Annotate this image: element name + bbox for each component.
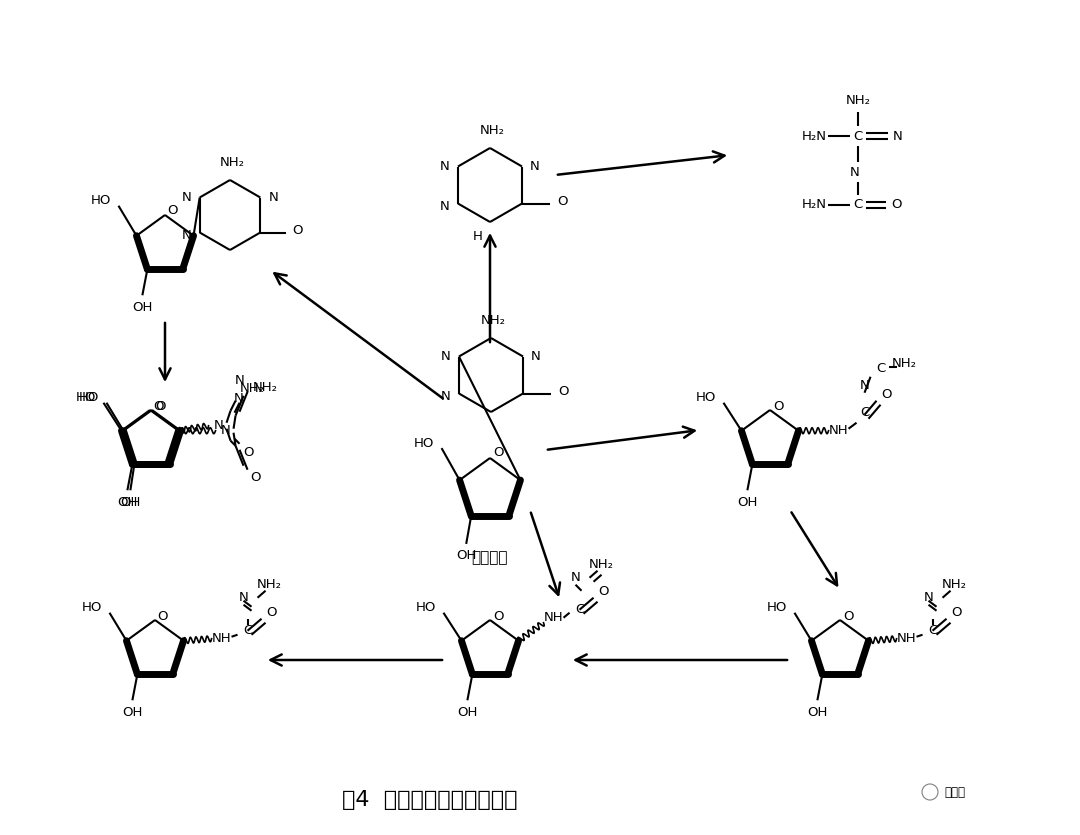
Text: OH: OH: [120, 496, 140, 509]
Text: OH: OH: [807, 706, 827, 719]
Text: OH: OH: [457, 706, 477, 719]
Text: O: O: [492, 610, 503, 623]
Text: O: O: [881, 388, 892, 402]
Text: HO: HO: [696, 392, 716, 404]
Text: N: N: [440, 200, 450, 213]
Text: N: N: [570, 571, 580, 584]
Text: H₂N: H₂N: [801, 199, 826, 211]
Text: NH₂: NH₂: [240, 382, 265, 395]
Text: C: C: [575, 603, 584, 616]
Text: O: O: [494, 447, 504, 459]
Text: HO: HO: [76, 392, 96, 404]
Text: N: N: [220, 424, 230, 438]
Text: OH: OH: [456, 549, 476, 563]
Text: O: O: [158, 610, 168, 623]
Text: O: O: [251, 471, 260, 484]
Text: N: N: [233, 392, 243, 405]
Text: NH₂: NH₂: [219, 156, 244, 170]
Text: NH: NH: [212, 632, 231, 645]
Text: O: O: [243, 446, 254, 459]
Text: O: O: [557, 385, 568, 398]
Text: O: O: [152, 399, 163, 412]
Text: C: C: [928, 625, 937, 637]
Text: OH: OH: [117, 496, 137, 509]
Text: NH₂: NH₂: [589, 559, 615, 571]
Text: O: O: [167, 205, 178, 217]
Text: N: N: [234, 374, 244, 387]
Text: 图4  地西他滨潜在降解杂质: 图4 地西他滨潜在降解杂质: [342, 790, 517, 810]
Text: C: C: [243, 625, 252, 637]
Text: NH₂: NH₂: [481, 315, 505, 327]
Text: 地西他滨: 地西他滨: [472, 550, 509, 565]
Text: N: N: [181, 229, 191, 242]
Text: NH₂: NH₂: [257, 578, 282, 591]
Text: HO: HO: [91, 195, 110, 207]
Text: HO: HO: [414, 437, 434, 449]
Text: O: O: [557, 195, 567, 208]
Text: N: N: [239, 591, 248, 605]
Text: HO: HO: [416, 601, 435, 615]
Text: O: O: [773, 399, 783, 412]
Text: NH₂: NH₂: [253, 382, 278, 394]
Text: N: N: [893, 129, 903, 143]
Text: NH₂: NH₂: [942, 578, 967, 591]
Text: N: N: [440, 160, 450, 173]
Text: OH: OH: [132, 301, 152, 314]
Text: N: N: [530, 160, 540, 173]
Text: NH: NH: [896, 632, 916, 645]
Text: H₂N: H₂N: [801, 129, 826, 143]
Text: NH₂: NH₂: [892, 357, 917, 370]
Text: O: O: [292, 224, 302, 237]
Text: N: N: [860, 379, 869, 392]
Text: HO: HO: [767, 601, 786, 615]
Text: NH: NH: [828, 424, 849, 438]
Text: NH₂: NH₂: [846, 94, 870, 107]
Text: O: O: [842, 610, 853, 623]
Text: N: N: [214, 419, 224, 433]
Text: N: N: [850, 165, 860, 179]
Text: N: N: [269, 191, 279, 204]
Text: O: O: [154, 399, 165, 412]
Text: C: C: [853, 129, 863, 143]
Text: HO: HO: [78, 392, 98, 404]
Text: N: N: [441, 350, 450, 363]
Text: N: N: [441, 390, 450, 403]
Text: O: O: [598, 585, 609, 598]
Text: HO: HO: [81, 601, 102, 615]
Text: OH: OH: [738, 496, 757, 509]
Text: NH: NH: [543, 611, 564, 625]
Text: C: C: [853, 199, 863, 211]
Text: C: C: [876, 362, 886, 375]
Text: O: O: [267, 606, 276, 620]
Text: N: N: [181, 191, 191, 204]
Text: 凡默谷: 凡默谷: [945, 786, 966, 798]
Text: N: N: [531, 350, 541, 363]
Text: C: C: [860, 407, 869, 419]
Text: NH₂: NH₂: [480, 124, 504, 138]
Text: H: H: [473, 230, 483, 244]
Text: O: O: [951, 606, 962, 620]
Text: N: N: [923, 591, 933, 605]
Text: OH: OH: [122, 706, 143, 719]
Text: O: O: [891, 199, 901, 211]
